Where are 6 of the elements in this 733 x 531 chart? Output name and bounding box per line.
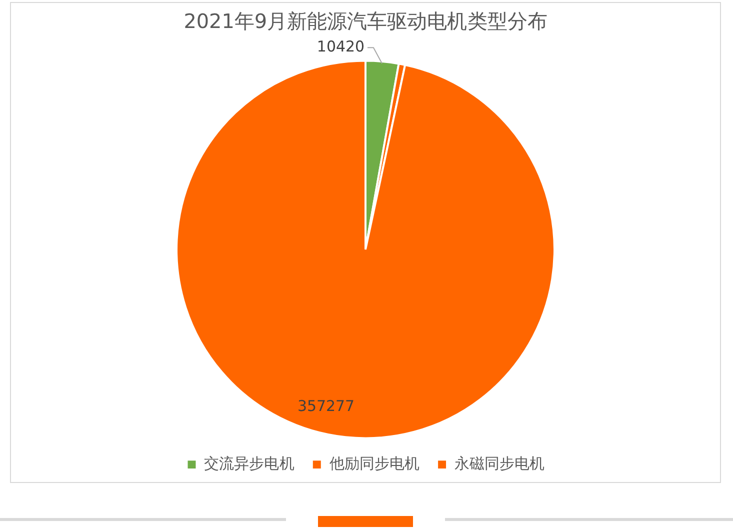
legend-label: 他励同步电机	[329, 454, 420, 472]
chart-title: 2021年9月新能源汽车驱动电机类型分布	[184, 10, 548, 34]
data-label: 10420	[316, 37, 364, 56]
legend-label: 永磁同步电机	[454, 454, 545, 472]
data-label: 357277	[297, 396, 355, 415]
legend-label: 交流异步电机	[204, 454, 294, 472]
